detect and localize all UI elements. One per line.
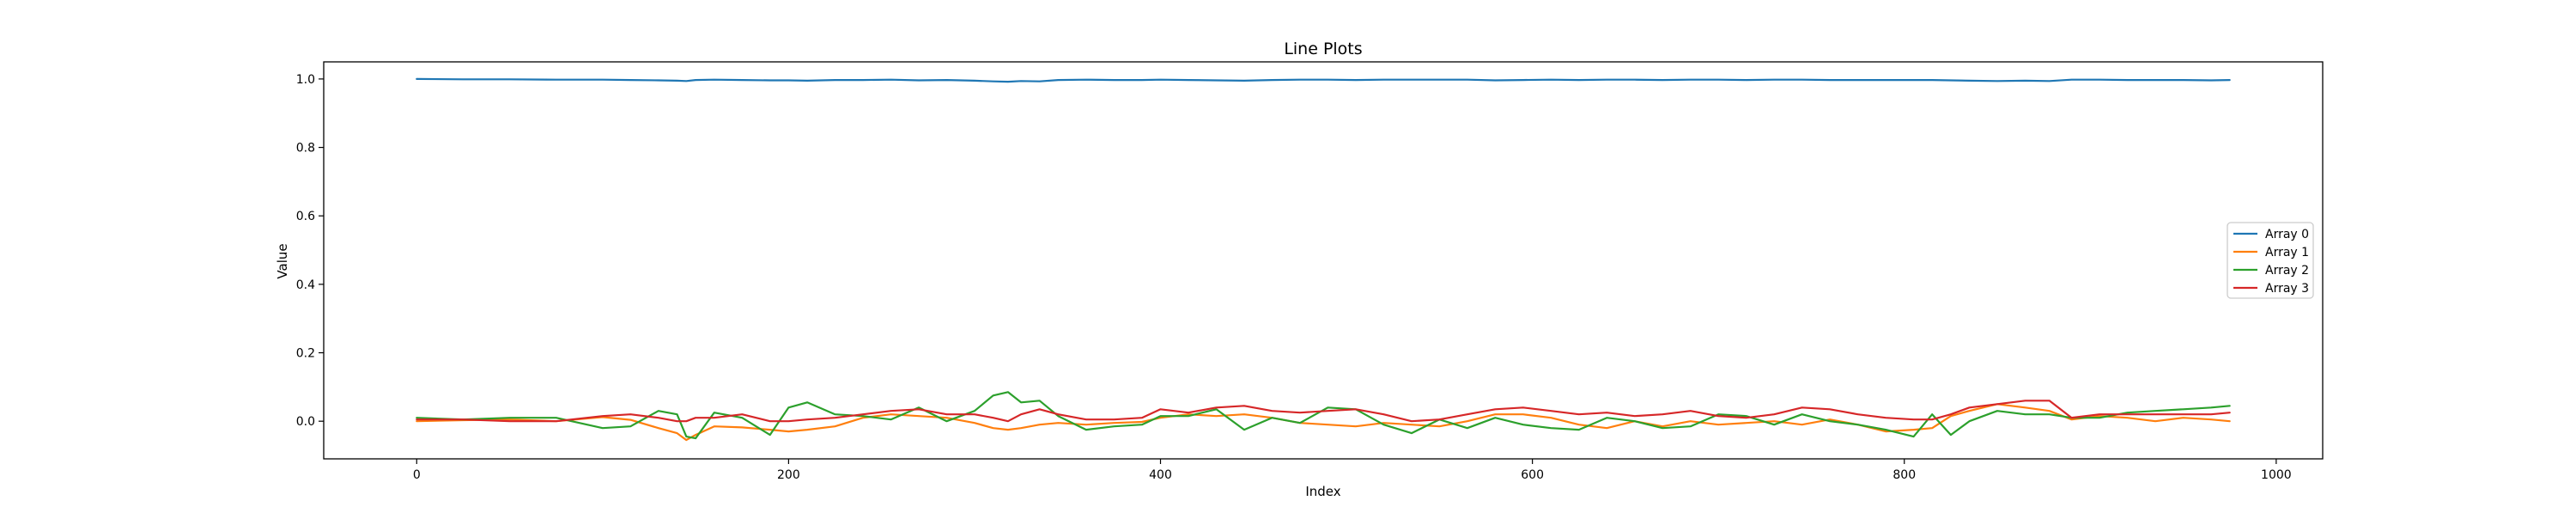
x-tick-label-1: 200 [777,468,800,482]
y-tick-label-2: 0.4 [296,278,315,292]
legend-label-3: Array 3 [2265,282,2309,296]
legend-entries: Array 0 Array 1 Array 2 Array 3 [2233,228,2309,296]
legend-frame [2227,222,2314,299]
series-line-1 [416,403,2231,442]
legend-label-1: Array 1 [2265,246,2309,260]
legend: Array 0 Array 1 Array 2 Array 3 [2227,222,2314,299]
legend-label-2: Array 2 [2265,264,2309,278]
legend-label-0: Array 0 [2265,228,2309,241]
plot-frame [323,61,2324,460]
series-line-2 [416,391,2231,440]
x-tick-label-2: 400 [1149,468,1172,482]
x-tick-label-5: 1000 [2261,468,2292,482]
series-line-0 [416,77,2231,83]
x-tick-label-4: 800 [1893,468,1916,482]
y-tick-label-5: 1.0 [296,73,315,87]
series-line-3 [416,400,2231,423]
y-tick-label-1: 0.2 [296,347,315,361]
y-axis-label: Value [275,243,290,278]
x-axis-ticks: 0 200 400 600 800 1000 [413,459,2292,482]
y-tick-label-3: 0.6 [296,210,315,223]
y-tick-label-4: 0.8 [296,142,315,156]
x-tick-label-3: 600 [1521,468,1544,482]
y-axis-ticks: 0.0 0.2 0.4 0.6 0.8 1.0 [296,73,324,429]
x-tick-label-0: 0 [413,468,421,482]
x-axis-label: Index [1305,484,1340,499]
chart-title: Line Plots [1284,40,1362,58]
series-layer [416,77,2231,442]
y-tick-label-0: 0.0 [296,415,315,429]
